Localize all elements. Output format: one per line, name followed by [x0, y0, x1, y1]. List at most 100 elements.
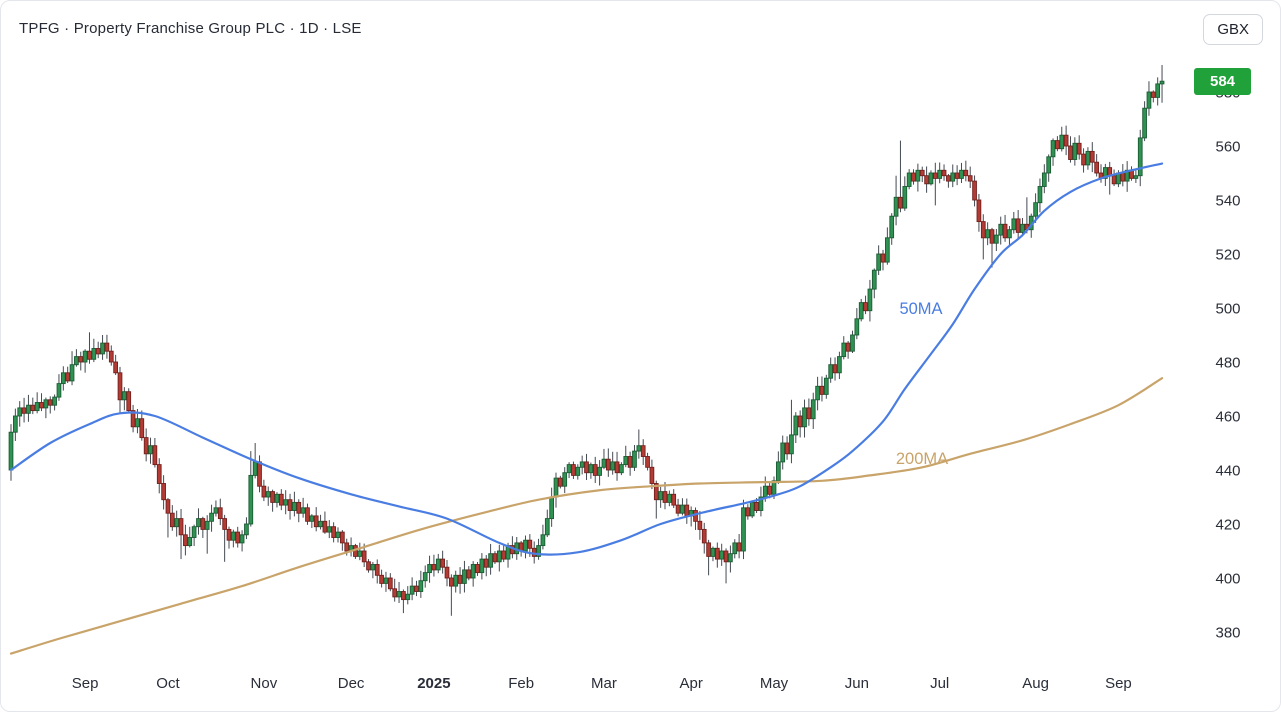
- candle-up: [231, 531, 236, 541]
- candle-down: [980, 221, 986, 239]
- candle-down: [640, 445, 646, 457]
- candle-up: [871, 269, 877, 290]
- candle-down: [1089, 150, 1095, 163]
- candle-down: [361, 550, 367, 563]
- ma50-line: [9, 162, 1164, 556]
- candle-down: [143, 437, 149, 455]
- candle-down: [745, 507, 751, 517]
- candle-up: [43, 399, 49, 409]
- candle-up: [902, 186, 908, 209]
- candle-down: [313, 515, 319, 528]
- candle-up: [636, 445, 642, 452]
- candle-up: [858, 302, 864, 320]
- candle-up: [1020, 223, 1025, 233]
- candle-down: [946, 175, 951, 182]
- candle-up: [544, 518, 550, 536]
- candle-down: [287, 499, 293, 511]
- candle-up: [60, 372, 66, 385]
- candle-up: [422, 572, 428, 582]
- candle-down: [270, 491, 275, 503]
- x-axis-label: Aug: [1022, 675, 1049, 692]
- candle-down: [126, 391, 132, 412]
- candle-down: [501, 550, 507, 560]
- x-axis-label: May: [760, 675, 789, 692]
- candle-down: [706, 542, 711, 557]
- candle-up: [370, 564, 376, 571]
- candle-down: [736, 542, 742, 552]
- candle-down: [113, 361, 118, 374]
- candle-up: [623, 456, 629, 466]
- candle-down: [156, 464, 162, 484]
- y-axis-label: 480: [1215, 354, 1240, 371]
- candle-up: [950, 172, 956, 182]
- candle-down: [714, 547, 720, 560]
- candle-up: [383, 577, 389, 584]
- candle-up: [265, 491, 271, 498]
- candle-up: [427, 564, 432, 574]
- candle-up: [1085, 150, 1091, 166]
- candle-up: [1007, 229, 1012, 239]
- candle-down: [414, 585, 419, 592]
- candle-up: [91, 348, 97, 360]
- candle-up: [405, 593, 411, 601]
- candle-down: [662, 491, 668, 503]
- candle-up: [680, 504, 685, 514]
- candle-down: [235, 531, 241, 544]
- candle-down: [797, 415, 803, 428]
- candle-down: [1063, 134, 1069, 147]
- candle-down: [165, 499, 171, 514]
- candle-up: [575, 466, 581, 476]
- candle-up: [1041, 172, 1047, 187]
- candle-down: [932, 172, 938, 179]
- candle-up: [1046, 156, 1052, 174]
- candle-down: [693, 510, 698, 522]
- candle-down: [1150, 91, 1156, 98]
- y-axis-label: 520: [1215, 246, 1240, 263]
- candle-down: [431, 564, 437, 571]
- candle-down: [261, 485, 267, 498]
- candle-down: [340, 531, 345, 544]
- candle-down: [767, 485, 772, 495]
- candle-up: [409, 585, 415, 595]
- y-axis-label: 540: [1215, 192, 1240, 209]
- candle-down: [222, 518, 227, 530]
- candle-up: [928, 172, 934, 185]
- candle-down: [605, 458, 611, 471]
- candle-up: [1133, 175, 1139, 179]
- candle-up: [536, 545, 541, 557]
- candle-down: [701, 528, 707, 544]
- candle-up: [252, 461, 258, 476]
- candle-down: [169, 512, 175, 528]
- candle-up: [540, 534, 546, 547]
- candle-down: [954, 172, 960, 179]
- candle-up: [496, 550, 502, 563]
- candle-down: [527, 539, 533, 549]
- x-axis-label: Oct: [156, 675, 180, 692]
- candle-up: [209, 512, 214, 522]
- x-axis-label: Nov: [251, 675, 278, 692]
- candle-up: [893, 196, 899, 217]
- candle-up: [357, 550, 363, 557]
- candle-down: [401, 591, 406, 601]
- x-axis-label: Sep: [1105, 675, 1132, 692]
- candle-up: [549, 496, 554, 520]
- candle-up: [1059, 134, 1065, 150]
- candle-down: [1055, 140, 1060, 150]
- candle-up: [876, 253, 881, 271]
- candle-down: [296, 501, 302, 514]
- candle-down: [152, 445, 158, 466]
- candle-up: [187, 537, 193, 547]
- candle-up: [191, 526, 197, 538]
- candle-up: [854, 318, 860, 336]
- candle-up: [998, 223, 1004, 236]
- x-axis-label: Jun: [845, 675, 869, 692]
- currency-button[interactable]: GBX: [1203, 14, 1263, 45]
- candle-up: [56, 383, 62, 398]
- candle-up: [1033, 202, 1038, 217]
- candle-up: [601, 458, 607, 468]
- candle-up: [17, 407, 23, 417]
- candle-down: [806, 407, 812, 420]
- y-axis-label: 400: [1215, 570, 1240, 587]
- candle-down: [684, 504, 690, 517]
- candle-up: [867, 288, 873, 312]
